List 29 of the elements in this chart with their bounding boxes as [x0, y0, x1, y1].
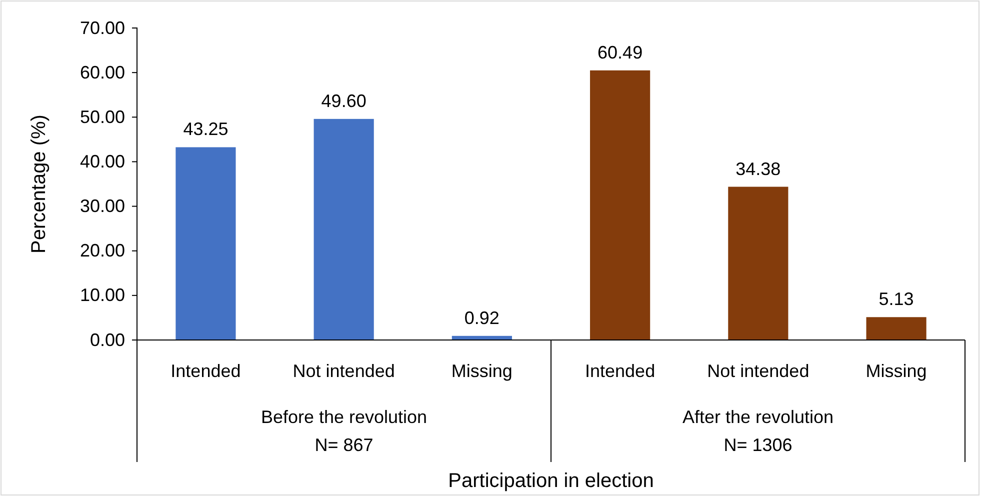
x-tick-label: Intended	[170, 361, 241, 381]
x-axis-title: Participation in election	[448, 470, 654, 492]
text: Before the revolution N= 867	[260, 407, 428, 455]
bar	[176, 147, 236, 340]
y-tick-label: 60.00	[80, 62, 125, 82]
x-tick-label: Missing	[866, 361, 927, 381]
x-tick-label: Not intended	[707, 361, 810, 381]
y-tick-label: 70.00	[80, 18, 125, 38]
bar	[866, 317, 926, 340]
data-label: 60.49	[598, 42, 643, 62]
x-tick-label: Intended	[585, 361, 656, 381]
bar	[314, 118, 374, 340]
y-tick-label: 20.00	[80, 240, 125, 261]
data-label: 5.13	[878, 289, 914, 310]
y-tick-label: 50.00	[80, 106, 125, 127]
data-label: 49.60	[321, 90, 366, 111]
data-label: 34.38	[736, 158, 781, 179]
data-label: 0.92	[464, 308, 500, 328]
x-tick-label: Missing	[451, 361, 512, 381]
bar	[728, 186, 788, 340]
bar	[590, 70, 650, 340]
text: After the revolution N= 1306	[682, 407, 834, 455]
y-tick-label: 30.00	[80, 196, 125, 216]
data-label: 43.25	[183, 119, 228, 140]
y-axis-title: Percentage (%)	[28, 114, 50, 254]
y-tick-label: 10.00	[80, 285, 125, 306]
y-tick-label: 0.00	[90, 330, 125, 350]
y-tick-label: 40.00	[80, 151, 125, 172]
x-tick-label: Not intended	[292, 361, 395, 381]
